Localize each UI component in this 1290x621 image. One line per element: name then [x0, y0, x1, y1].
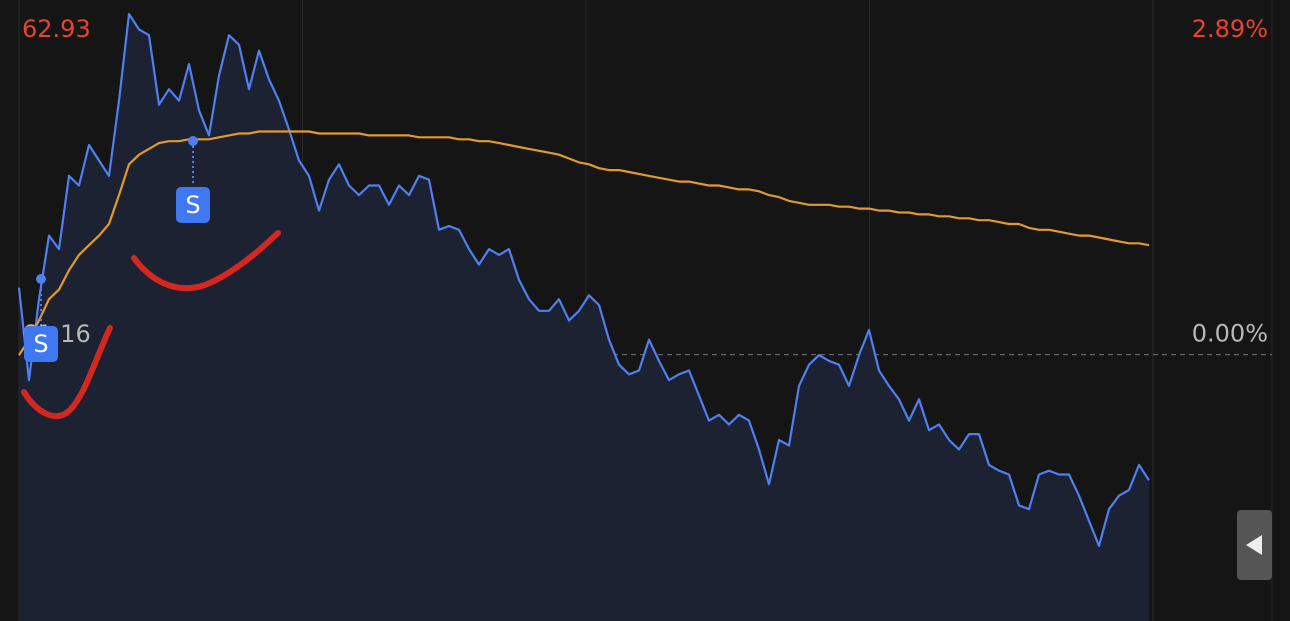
price-line — [17, 12, 1150, 547]
collapse-button[interactable] — [1237, 510, 1272, 580]
signal-badge — [24, 326, 58, 362]
average-line — [18, 130, 1150, 356]
signal-label: S — [33, 330, 48, 358]
y-tick-label: 62.93 — [22, 15, 91, 43]
signal-badge — [176, 187, 210, 223]
y2-tick-label: 2.89% — [1192, 15, 1268, 43]
plot — [17, 12, 1150, 621]
y2-tick-label: 0.00% — [1192, 320, 1268, 348]
annotations: 2.89%0.00%62.9361.16SS — [21, 15, 1268, 419]
signal-label: S — [185, 191, 200, 219]
button-arrow[interactable] — [1246, 535, 1262, 555]
marker-dot — [36, 274, 46, 284]
marker-dot — [188, 136, 198, 146]
red-scribble — [21, 325, 113, 419]
red-scribble — [131, 230, 281, 292]
